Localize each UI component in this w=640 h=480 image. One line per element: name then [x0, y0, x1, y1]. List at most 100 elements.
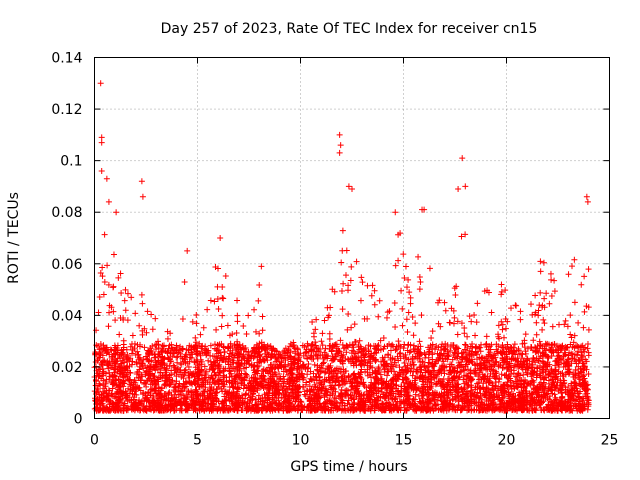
- data-point: [365, 342, 372, 349]
- data-point: [282, 345, 289, 352]
- data-point: [451, 314, 458, 321]
- data-point: [555, 368, 562, 375]
- data-point: [464, 333, 471, 340]
- data-point: [189, 318, 196, 325]
- data-point: [468, 318, 475, 325]
- data-point: [522, 331, 529, 338]
- data-point: [178, 406, 185, 413]
- data-point: [533, 319, 540, 326]
- data-point: [369, 282, 376, 289]
- data-point: [383, 314, 390, 321]
- data-point: [446, 319, 453, 326]
- data-point: [575, 319, 582, 326]
- data-point: [220, 295, 227, 302]
- data-point: [368, 292, 375, 299]
- data-point: [259, 327, 266, 334]
- data-point: [138, 291, 145, 298]
- data-point: [548, 276, 555, 283]
- data-point: [304, 371, 311, 378]
- data-point: [243, 330, 250, 337]
- data-point: [412, 320, 419, 327]
- data-point: [395, 257, 402, 264]
- data-point: [403, 284, 410, 291]
- data-point: [233, 329, 240, 336]
- data-point: [207, 297, 214, 304]
- data-point: [152, 342, 159, 349]
- data-point: [543, 290, 550, 297]
- data-point: [549, 323, 556, 330]
- data-point: [580, 324, 587, 331]
- data-point: [407, 294, 414, 301]
- data-point: [120, 337, 127, 344]
- data-point: [224, 322, 231, 329]
- data-point: [95, 309, 102, 316]
- data-point: [396, 364, 403, 371]
- data-point: [122, 307, 129, 314]
- data-point: [409, 313, 416, 320]
- data-point: [136, 322, 143, 329]
- data-point: [571, 332, 578, 339]
- data-point: [511, 341, 518, 348]
- data-point: [106, 309, 113, 316]
- data-point: [416, 286, 423, 293]
- data-point: [128, 294, 135, 301]
- data-point: [416, 273, 423, 280]
- data-point: [466, 313, 473, 320]
- data-point: [400, 251, 407, 258]
- data-point: [343, 247, 350, 254]
- data-point: [410, 332, 417, 339]
- data-point: [324, 304, 331, 311]
- data-point: [124, 290, 131, 297]
- data-point: [368, 374, 375, 381]
- data-point: [429, 328, 436, 335]
- data-point: [216, 369, 223, 376]
- data-point: [93, 327, 100, 334]
- data-point: [540, 316, 547, 323]
- data-point: [339, 306, 346, 313]
- data-point: [393, 362, 400, 369]
- data-point: [348, 263, 355, 270]
- data-point: [127, 343, 134, 350]
- data-point: [219, 284, 226, 291]
- data-point: [201, 363, 208, 370]
- data-point: [462, 231, 469, 238]
- data-point: [335, 382, 342, 389]
- data-point: [462, 342, 469, 349]
- data-point: [214, 296, 221, 303]
- data-point: [541, 320, 548, 327]
- data-point: [377, 337, 384, 344]
- data-point: [398, 287, 405, 294]
- data-point: [222, 272, 229, 279]
- data-point: [471, 311, 478, 318]
- data-point: [193, 311, 200, 318]
- data-point: [310, 330, 317, 337]
- data-point: [307, 375, 314, 382]
- data-point: [181, 279, 188, 286]
- data-point: [309, 319, 316, 326]
- data-point: [376, 297, 383, 304]
- data-point: [237, 380, 244, 387]
- data-point: [101, 278, 108, 285]
- data-point: [213, 326, 220, 333]
- data-point: [134, 348, 141, 355]
- data-point: [406, 289, 413, 296]
- data-point: [104, 262, 111, 269]
- data-point: [403, 316, 410, 323]
- data-point: [548, 292, 555, 299]
- data-point: [339, 227, 346, 234]
- data-point: [565, 271, 572, 278]
- data-point: [234, 297, 241, 304]
- data-point: [192, 334, 199, 341]
- data-point: [219, 294, 226, 301]
- data-point: [253, 379, 260, 386]
- data-point: [546, 300, 553, 307]
- data-point: [571, 356, 578, 363]
- data-point: [395, 338, 402, 345]
- data-point: [234, 312, 241, 319]
- data-point: [185, 363, 192, 370]
- data-point: [512, 302, 519, 309]
- data-point: [164, 335, 171, 342]
- data-point: [391, 300, 398, 307]
- data-point: [401, 274, 408, 281]
- data-point: [358, 274, 365, 281]
